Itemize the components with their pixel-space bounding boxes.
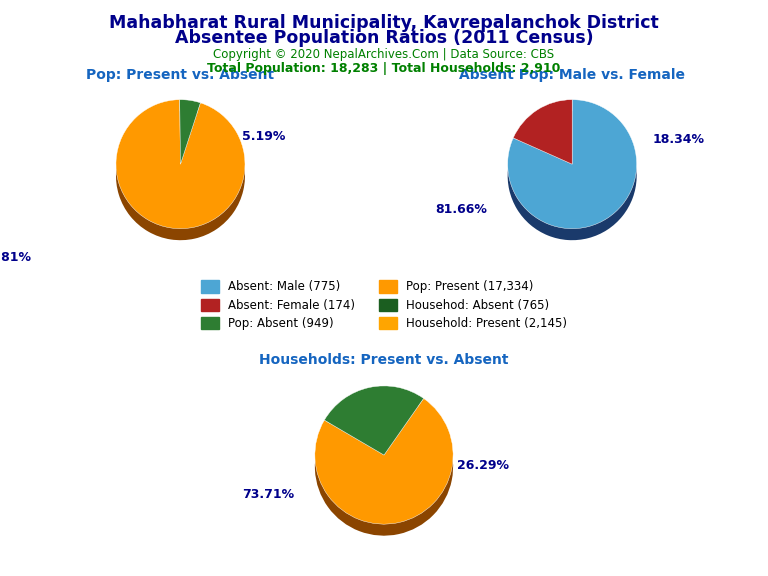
Wedge shape (508, 111, 637, 240)
Text: Mahabharat Rural Municipality, Kavrepalanchok District: Mahabharat Rural Municipality, Kavrepala… (109, 14, 659, 32)
Text: Total Population: 18,283 | Total Households: 2,910: Total Population: 18,283 | Total Househo… (207, 62, 561, 75)
Wedge shape (116, 100, 245, 229)
Wedge shape (315, 410, 453, 536)
Text: 94.81%: 94.81% (0, 251, 31, 264)
Wedge shape (180, 111, 200, 176)
Wedge shape (324, 397, 424, 467)
Text: Absentee Population Ratios (2011 Census): Absentee Population Ratios (2011 Census) (174, 29, 594, 47)
Text: 18.34%: 18.34% (653, 133, 705, 146)
Wedge shape (513, 100, 572, 164)
Text: 26.29%: 26.29% (456, 459, 508, 472)
Title: Households: Present vs. Absent: Households: Present vs. Absent (260, 354, 508, 367)
Text: 5.19%: 5.19% (242, 130, 285, 143)
Wedge shape (508, 100, 637, 229)
Wedge shape (315, 399, 453, 524)
Text: Copyright © 2020 NepalArchives.Com | Data Source: CBS: Copyright © 2020 NepalArchives.Com | Dat… (214, 48, 554, 61)
Wedge shape (513, 111, 572, 176)
Text: 81.66%: 81.66% (435, 203, 487, 215)
Wedge shape (180, 100, 200, 164)
Legend: Absent: Male (775), Absent: Female (174), Pop: Absent (949), Pop: Present (17,33: Absent: Male (775), Absent: Female (174)… (201, 281, 567, 330)
Wedge shape (324, 386, 424, 455)
Title: Absent Pop: Male vs. Female: Absent Pop: Male vs. Female (459, 69, 685, 82)
Title: Pop: Present vs. Absent: Pop: Present vs. Absent (87, 69, 274, 82)
Text: 73.71%: 73.71% (243, 488, 294, 501)
Wedge shape (116, 111, 245, 240)
